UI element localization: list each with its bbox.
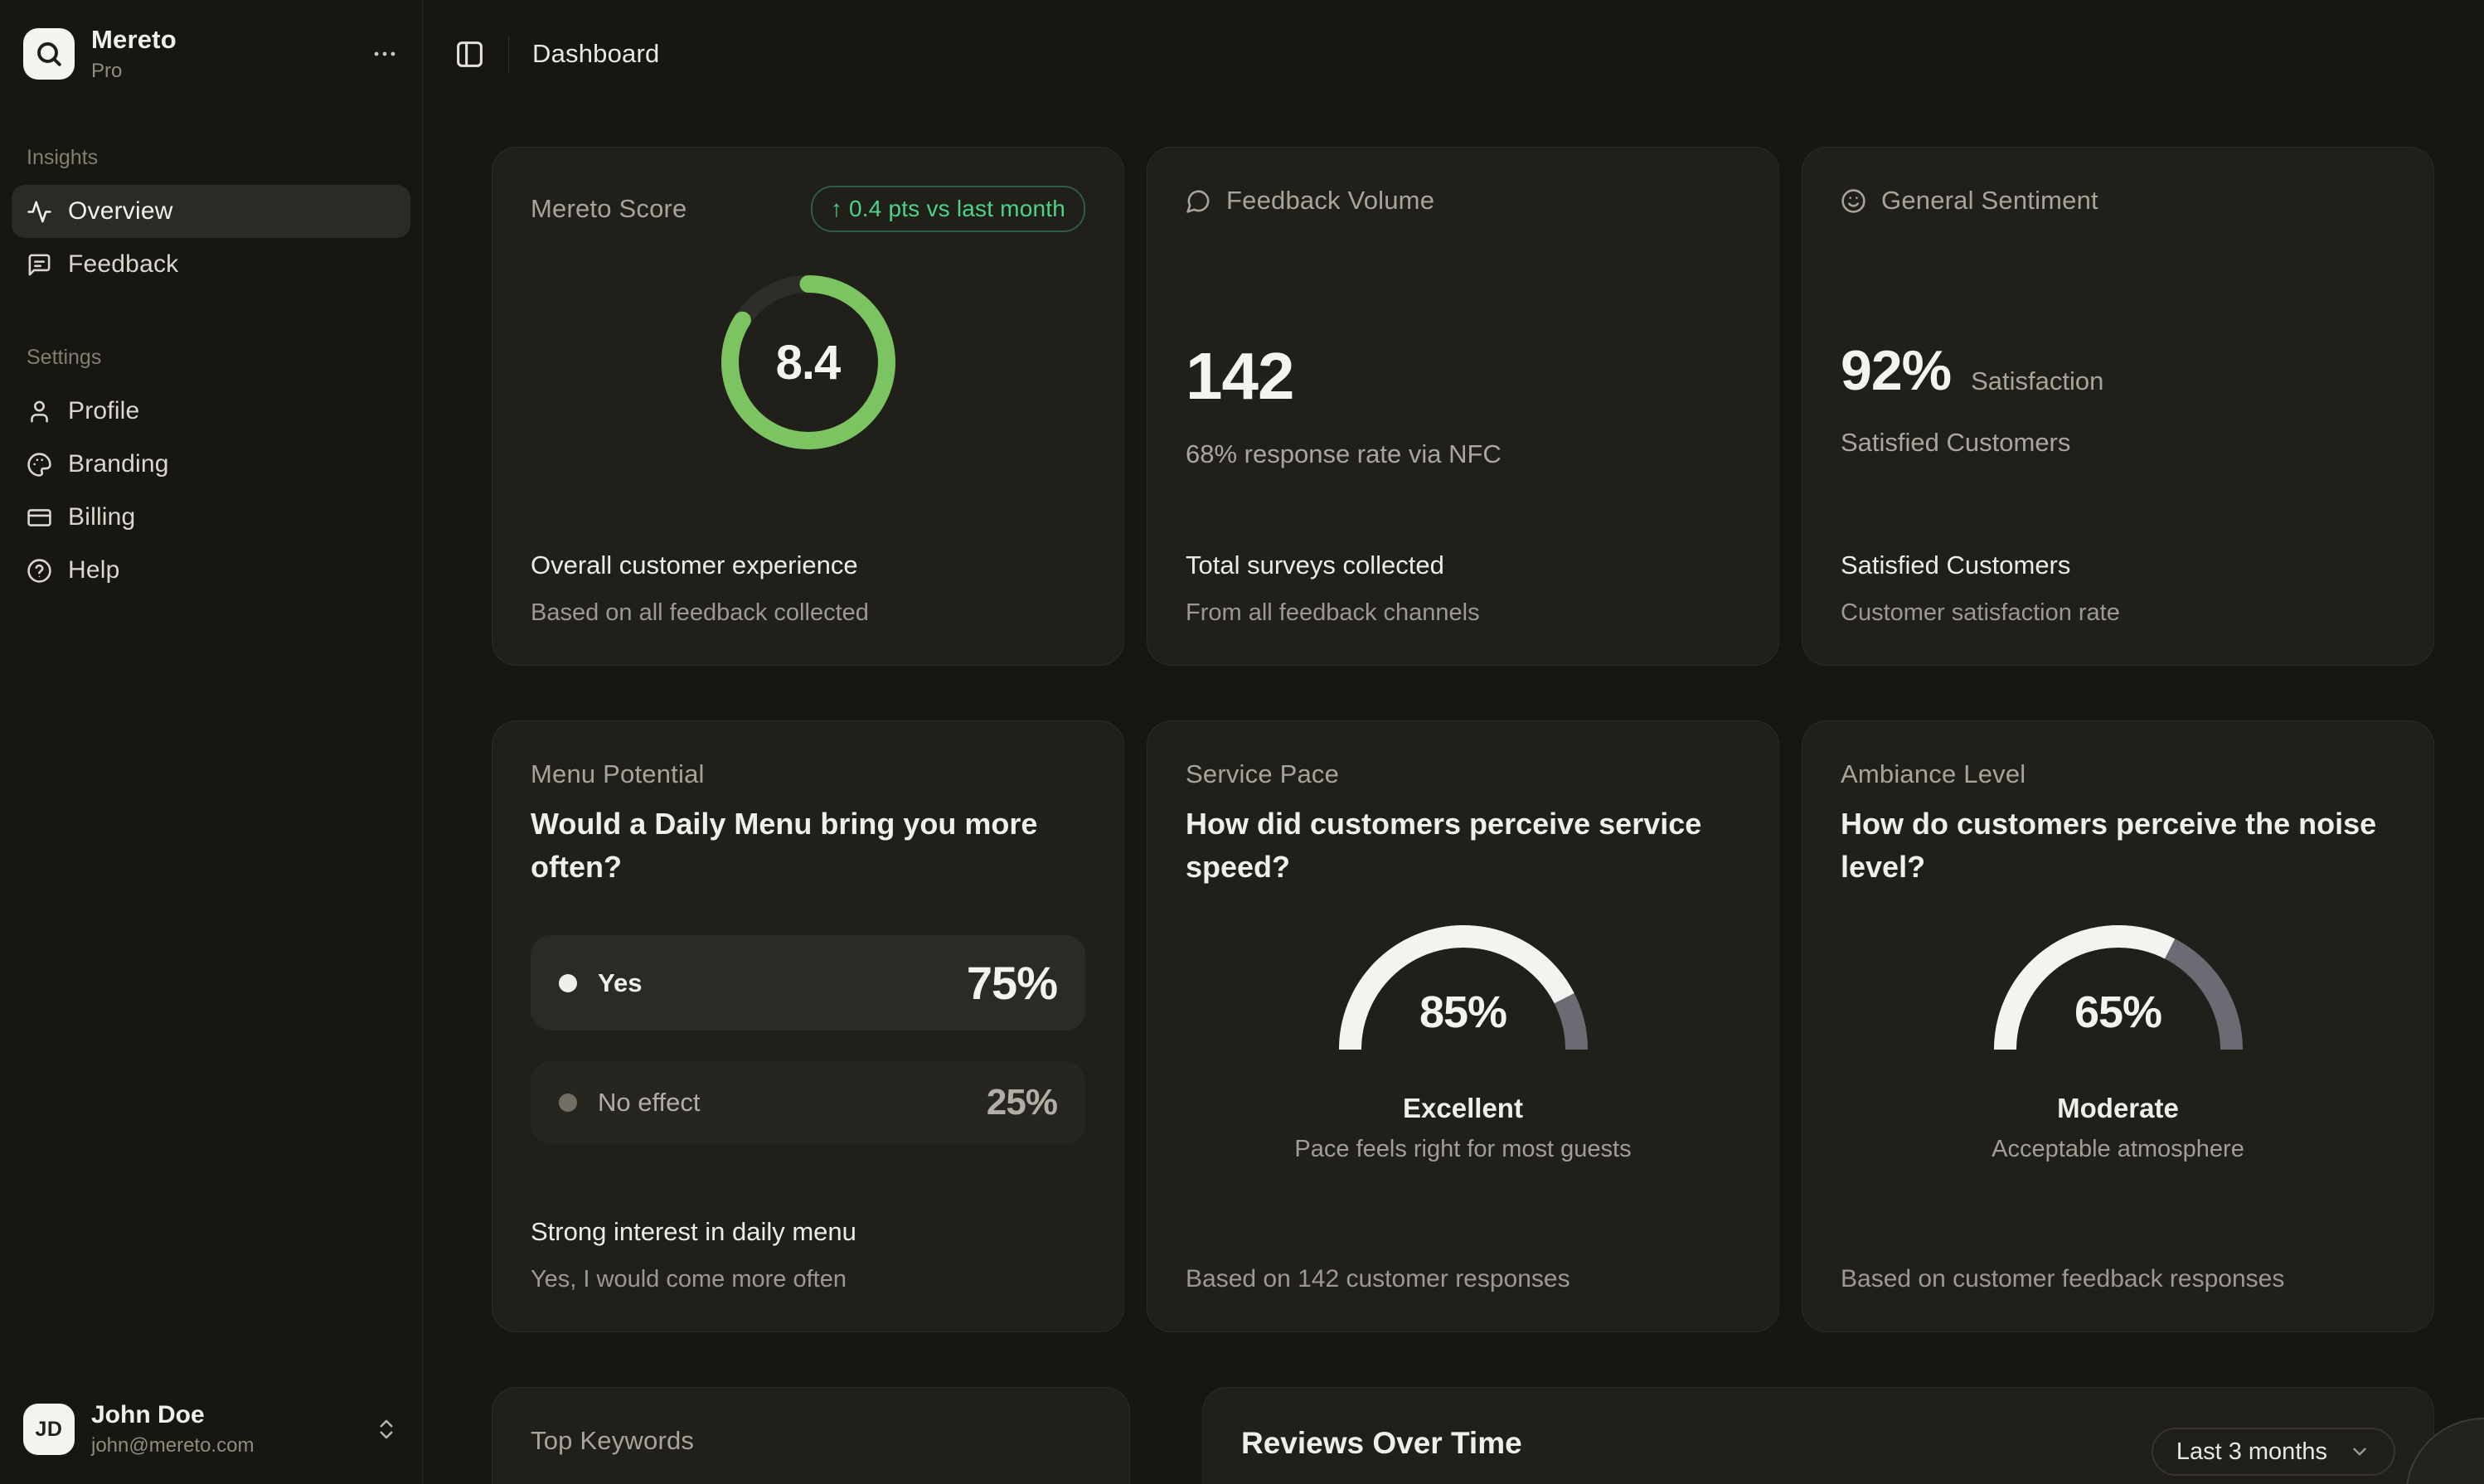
- card-footnote: Based on customer feedback responses: [1841, 1265, 2285, 1292]
- sidebar-item-branding[interactable]: Branding: [12, 438, 410, 491]
- pace-rating-detail: Pace feels right for most guests: [1294, 1136, 1632, 1163]
- card-foot-sub: Based on all feedback collected: [531, 599, 869, 626]
- ellipsis-icon[interactable]: [371, 40, 399, 68]
- card-foot-sub: Yes, I would come more often: [531, 1266, 847, 1292]
- topbar: Dashboard: [423, 0, 2484, 108]
- card-mereto-score: Mereto Score ↑ 0.4 pts vs last month 8.4…: [492, 147, 1124, 666]
- option-value: 25%: [986, 1082, 1058, 1123]
- poll-option-yes[interactable]: Yes 75%: [531, 935, 1085, 1031]
- sentiment-value: 92%: [1841, 339, 1952, 402]
- card-service-pace: Service Pace How did customers perceive …: [1147, 720, 1779, 1332]
- pace-gauge: 85%: [1337, 917, 1590, 1058]
- sidebar-nav: Insights Overview Feedback Settings Prof…: [0, 104, 422, 597]
- palette-icon: [27, 452, 51, 477]
- card-menu-potential: Menu Potential Would a Daily Menu bring …: [492, 720, 1124, 1332]
- card-foot-title: Strong interest in daily menu: [531, 1217, 856, 1246]
- avatar: JD: [23, 1404, 75, 1455]
- smile-icon: [1841, 188, 1865, 213]
- card-top-keywords: Top Keywords Extracted from customer fee…: [492, 1387, 1130, 1484]
- score-ring-gauge: 8.4: [720, 275, 895, 449]
- main-area: Dashboard Mereto Score ↑ 0.4 pts vs last…: [423, 0, 2484, 1484]
- option-label: No effect: [598, 1088, 701, 1118]
- user-icon: [31, 400, 48, 422]
- card-foot-sub: From all feedback channels: [1186, 599, 1480, 626]
- help-circle-icon: [27, 558, 51, 583]
- card-general-sentiment: General Sentiment 92% Satisfaction Satis…: [1802, 147, 2434, 666]
- score-value: 8.4: [775, 335, 842, 390]
- date-range-select[interactable]: Last 3 months: [2151, 1428, 2395, 1476]
- user-menu[interactable]: JD John Doe john@mereto.com: [0, 1378, 422, 1484]
- ambiance-rating-detail: Acceptable atmosphere: [1992, 1136, 2244, 1163]
- card-label: Feedback Volume: [1226, 186, 1435, 215]
- nav-section-settings: Settings: [27, 346, 102, 369]
- trend-badge: ↑ 0.4 pts vs last month: [810, 186, 1085, 232]
- sidebar-item-label: Help: [68, 556, 120, 584]
- ambiance-gauge: 65%: [1992, 917, 2245, 1058]
- chevron-down-icon: [2353, 1448, 2366, 1456]
- sidebar-item-billing[interactable]: Billing: [12, 491, 410, 544]
- chevrons-up-down-icon: [374, 1417, 399, 1442]
- option-dot: [559, 973, 577, 992]
- card-question: Would a Daily Menu bring you more often?: [531, 807, 1038, 885]
- sidebar-item-label: Billing: [68, 503, 136, 531]
- sidebar-item-help[interactable]: Help: [12, 544, 410, 597]
- card-feedback-volume: Feedback Volume 142 68% response rate vi…: [1147, 147, 1779, 666]
- brand-plan: Pro: [91, 60, 123, 82]
- reviews-subtitle: 414 Feedback Trends: [1241, 1482, 1522, 1484]
- option-value: 75%: [966, 957, 1058, 1010]
- date-range-value: Last 3 months: [2176, 1438, 2327, 1465]
- sidebar-item-overview[interactable]: Overview: [12, 185, 410, 238]
- card-foot-sub: Customer satisfaction rate: [1841, 599, 2120, 626]
- card-foot-title: Total surveys collected: [1186, 550, 1444, 580]
- user-email: john@mereto.com: [91, 1434, 255, 1457]
- card-label: General Sentiment: [1881, 186, 2098, 215]
- divider: [508, 36, 509, 72]
- card-label: Ambiance Level: [1841, 759, 2026, 788]
- page-title: Dashboard: [532, 39, 660, 68]
- sentiment-suffix: Satisfaction: [1971, 366, 2104, 395]
- brand-name: Mereto: [91, 25, 177, 54]
- card-label: Mereto Score: [531, 194, 687, 223]
- user-name: John Doe: [91, 1401, 205, 1428]
- pace-rating: Excellent: [1403, 1093, 1523, 1124]
- option-label: Yes: [598, 968, 643, 997]
- panel-left-icon[interactable]: [454, 39, 485, 70]
- sidebar-item-profile[interactable]: Profile: [12, 385, 410, 438]
- sidebar-item-label: Branding: [68, 450, 169, 478]
- workspace-switcher[interactable]: Mereto Pro: [0, 0, 422, 104]
- nav-section-insights: Insights: [27, 146, 99, 169]
- pace-value: 85%: [1419, 987, 1507, 1038]
- reviews-title: Reviews Over Time: [1241, 1426, 1522, 1460]
- option-dot: [559, 1094, 577, 1113]
- sidebar-item-label: Feedback: [68, 250, 179, 278]
- card-foot-title: Overall customer experience: [531, 550, 858, 580]
- sentiment-detail: Satisfied Customers: [1841, 428, 2071, 457]
- dashboard-content: Mereto Score ↑ 0.4 pts vs last month 8.4…: [423, 108, 2484, 1484]
- card-ambiance-level: Ambiance Level How do customers perceive…: [1802, 720, 2434, 1332]
- volume-detail: 68% response rate via NFC: [1186, 439, 1502, 468]
- poll-option-no-effect[interactable]: No effect 25%: [531, 1061, 1085, 1145]
- card-label: Menu Potential: [531, 759, 705, 788]
- sidebar: Mereto Pro Insights Overview Feedback Se…: [0, 0, 423, 1484]
- brand-logo: [23, 28, 75, 80]
- activity-icon: [27, 201, 51, 222]
- message-square-icon: [28, 254, 51, 275]
- card-question: How do customers perceive the noise leve…: [1841, 807, 2377, 885]
- volume-value: 142: [1186, 339, 1294, 413]
- card-label: Top Keywords: [531, 1426, 695, 1455]
- message-circle-icon: [1186, 190, 1210, 213]
- sidebar-item-label: Profile: [68, 397, 140, 424]
- sidebar-item-label: Overview: [68, 197, 173, 225]
- card-footnote: Based on 142 customer responses: [1186, 1265, 1570, 1292]
- card-foot-title: Satisfied Customers: [1841, 550, 2071, 580]
- credit-card-icon: [27, 508, 51, 526]
- card-question: How did customers perceive service speed…: [1186, 807, 1702, 885]
- search-icon: [37, 42, 61, 66]
- sidebar-item-feedback[interactable]: Feedback: [12, 238, 410, 291]
- card-label: Service Pace: [1186, 759, 1340, 788]
- card-reviews-over-time: Reviews Over Time 414 Feedback Trends La…: [1202, 1387, 2434, 1484]
- ambiance-rating: Moderate: [2057, 1093, 2179, 1124]
- ambiance-value: 65%: [2074, 987, 2162, 1038]
